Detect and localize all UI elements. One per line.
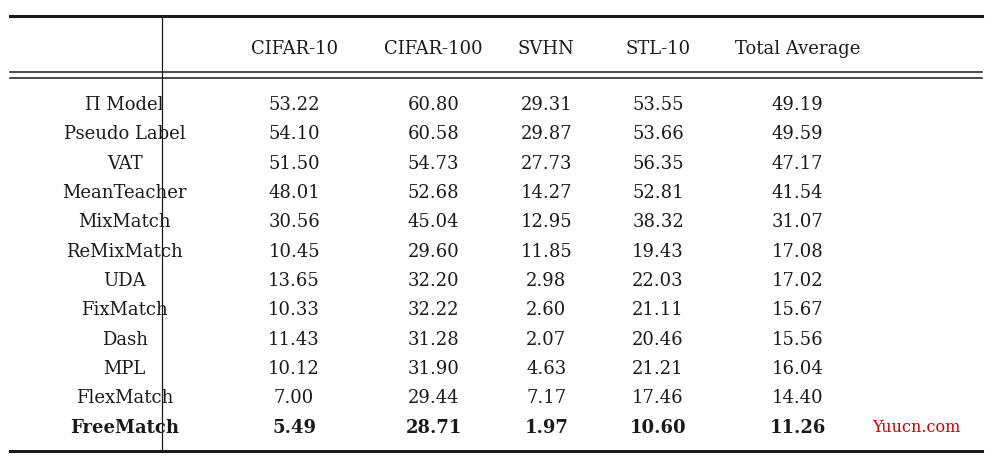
Text: STL-10: STL-10 xyxy=(625,40,691,58)
Text: 31.07: 31.07 xyxy=(772,213,824,231)
Text: 10.33: 10.33 xyxy=(268,302,320,319)
Text: SVHN: SVHN xyxy=(518,40,574,58)
Text: 17.46: 17.46 xyxy=(632,390,684,407)
Text: 2.07: 2.07 xyxy=(526,331,566,349)
Text: Pseudo Label: Pseudo Label xyxy=(64,125,185,143)
Text: 21.11: 21.11 xyxy=(632,302,684,319)
Text: UDA: UDA xyxy=(104,272,146,290)
Text: 15.67: 15.67 xyxy=(772,302,824,319)
Text: 16.04: 16.04 xyxy=(772,360,824,378)
Text: Yuucn.com: Yuucn.com xyxy=(872,419,961,436)
Text: 38.32: 38.32 xyxy=(632,213,684,231)
Text: 14.27: 14.27 xyxy=(520,184,572,202)
Text: 20.46: 20.46 xyxy=(632,331,684,349)
Text: 53.55: 53.55 xyxy=(632,96,684,114)
Text: 7.17: 7.17 xyxy=(526,390,566,407)
Text: 19.43: 19.43 xyxy=(632,243,684,260)
Text: 28.71: 28.71 xyxy=(406,419,462,437)
Text: 48.01: 48.01 xyxy=(268,184,320,202)
Text: MeanTeacher: MeanTeacher xyxy=(63,184,186,202)
Text: 60.80: 60.80 xyxy=(408,96,460,114)
Text: 22.03: 22.03 xyxy=(632,272,684,290)
Text: 10.12: 10.12 xyxy=(268,360,320,378)
Text: 14.40: 14.40 xyxy=(772,390,824,407)
Text: 52.81: 52.81 xyxy=(632,184,684,202)
Text: MixMatch: MixMatch xyxy=(79,213,170,231)
Text: 31.90: 31.90 xyxy=(408,360,460,378)
Text: FlexMatch: FlexMatch xyxy=(76,390,173,407)
Text: MPL: MPL xyxy=(104,360,146,378)
Text: Π Model: Π Model xyxy=(86,96,164,114)
Text: 10.45: 10.45 xyxy=(268,243,320,260)
Text: Dash: Dash xyxy=(102,331,148,349)
Text: 56.35: 56.35 xyxy=(632,155,684,172)
Text: 49.59: 49.59 xyxy=(772,125,824,143)
Text: 11.26: 11.26 xyxy=(770,419,826,437)
Text: 4.63: 4.63 xyxy=(526,360,566,378)
Text: FixMatch: FixMatch xyxy=(81,302,168,319)
Text: 53.22: 53.22 xyxy=(268,96,320,114)
Text: 41.54: 41.54 xyxy=(772,184,824,202)
Text: 29.87: 29.87 xyxy=(520,125,572,143)
Text: 29.60: 29.60 xyxy=(408,243,460,260)
Text: 32.22: 32.22 xyxy=(408,302,460,319)
Text: 49.19: 49.19 xyxy=(772,96,824,114)
Text: CIFAR-10: CIFAR-10 xyxy=(250,40,338,58)
Text: 2.60: 2.60 xyxy=(526,302,566,319)
Text: 5.49: 5.49 xyxy=(272,419,316,437)
Text: FreeMatch: FreeMatch xyxy=(70,419,179,437)
Text: 10.60: 10.60 xyxy=(630,419,686,437)
Text: 60.58: 60.58 xyxy=(408,125,460,143)
Text: 17.08: 17.08 xyxy=(772,243,824,260)
Text: 2.98: 2.98 xyxy=(526,272,566,290)
Text: 29.44: 29.44 xyxy=(408,390,460,407)
Text: 29.31: 29.31 xyxy=(520,96,572,114)
Text: 13.65: 13.65 xyxy=(268,272,320,290)
Text: CIFAR-100: CIFAR-100 xyxy=(385,40,483,58)
Text: 54.73: 54.73 xyxy=(408,155,460,172)
Text: 21.21: 21.21 xyxy=(632,360,684,378)
Text: 7.00: 7.00 xyxy=(274,390,314,407)
Text: 11.85: 11.85 xyxy=(520,243,572,260)
Text: 31.28: 31.28 xyxy=(408,331,460,349)
Text: 15.56: 15.56 xyxy=(772,331,824,349)
Text: 1.97: 1.97 xyxy=(524,419,568,437)
Text: 54.10: 54.10 xyxy=(268,125,320,143)
Text: 45.04: 45.04 xyxy=(408,213,460,231)
Text: ReMixMatch: ReMixMatch xyxy=(66,243,183,260)
Text: 51.50: 51.50 xyxy=(268,155,320,172)
Text: VAT: VAT xyxy=(107,155,143,172)
Text: 52.68: 52.68 xyxy=(408,184,460,202)
Text: 32.20: 32.20 xyxy=(408,272,460,290)
Text: 27.73: 27.73 xyxy=(520,155,572,172)
Text: Total Average: Total Average xyxy=(735,40,860,58)
Text: 47.17: 47.17 xyxy=(772,155,824,172)
Text: 17.02: 17.02 xyxy=(772,272,824,290)
Text: 12.95: 12.95 xyxy=(520,213,572,231)
Text: 30.56: 30.56 xyxy=(268,213,320,231)
Text: 11.43: 11.43 xyxy=(268,331,320,349)
Text: 53.66: 53.66 xyxy=(632,125,684,143)
